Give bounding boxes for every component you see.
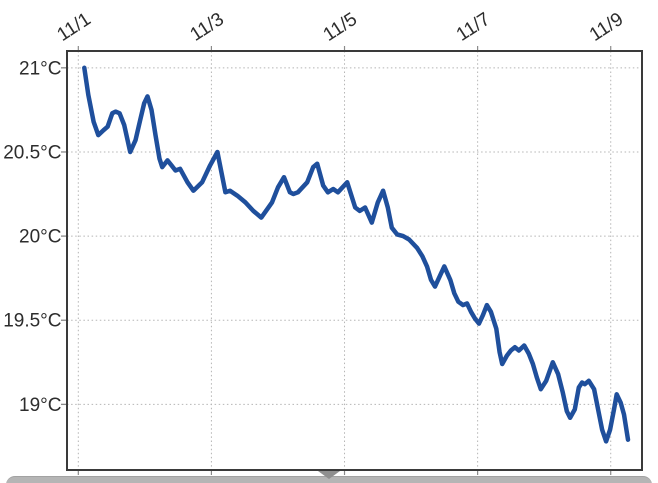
scroll-position-triangle-icon (318, 471, 340, 479)
y-tick-label: 19.5°C (3, 311, 61, 332)
x-tick-label: 11/9 (586, 9, 627, 46)
x-tick-label: 11/3 (187, 9, 228, 46)
x-tick-label: 11/7 (453, 9, 494, 46)
y-tick-label: 20°C (19, 227, 61, 248)
x-tick-label: 11/1 (53, 9, 94, 46)
y-tick-label: 19°C (19, 395, 61, 416)
x-tick-label: 11/5 (320, 9, 361, 46)
plot-border (66, 50, 643, 471)
temperature-series-line (82, 65, 631, 444)
y-tick-label: 20.5°C (3, 142, 61, 163)
y-tick-label: 21°C (19, 58, 61, 79)
